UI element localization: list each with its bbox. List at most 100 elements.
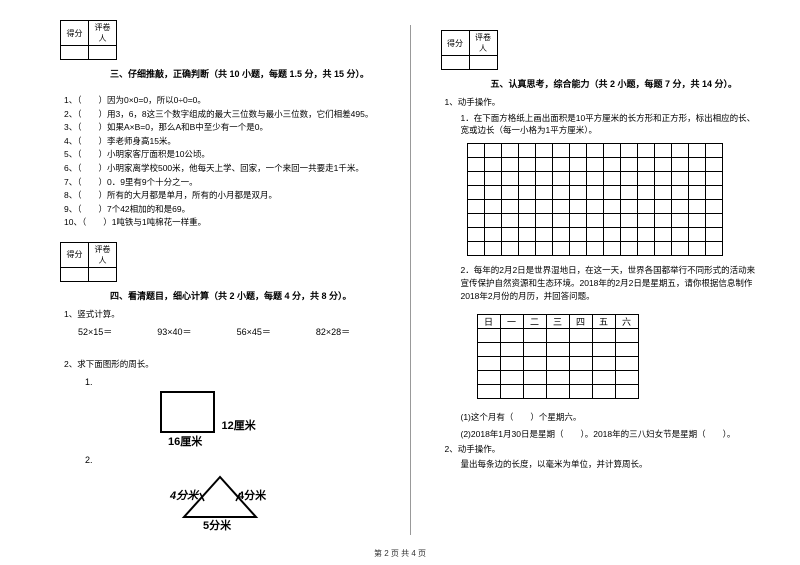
grid-cell	[552, 186, 569, 200]
grid-cell	[603, 158, 620, 172]
calendar-grid: 日一二三四五六	[477, 314, 639, 399]
arith-2: 93×40＝	[157, 325, 191, 338]
grid-cell	[535, 144, 552, 158]
calendar-cell	[477, 371, 500, 385]
grid-cell	[484, 200, 501, 214]
calendar-cell	[615, 343, 638, 357]
s3-item-4: 4、（ ）李老师身高15米。	[60, 135, 380, 149]
s3-item-5: 5、（ ）小明家客厅面积是10公顷。	[60, 148, 380, 162]
calendar-header-cell: 二	[523, 315, 546, 329]
grid-cell	[467, 186, 484, 200]
s4-sub2: 2.	[60, 455, 380, 465]
grader-label: 评卷人	[469, 31, 497, 56]
grid-cell	[586, 186, 603, 200]
grid-cell	[637, 242, 654, 256]
calendar-cell	[500, 343, 523, 357]
grid-cell	[518, 186, 535, 200]
grid-cell	[654, 186, 671, 200]
grader-label: 评卷人	[89, 21, 117, 46]
rectangle-figure: 12厘米 16厘米	[160, 391, 380, 449]
grid-cell	[535, 186, 552, 200]
section-5-title: 五、认真思考，综合能力（共 2 小题，每题 7 分，共 14 分）。	[441, 75, 761, 96]
grid-cell	[637, 200, 654, 214]
s3-item-6: 6、（ ）小明家离学校500米，他每天上学、回家，一个来回一共要走1千米。	[60, 162, 380, 176]
grid-cell	[467, 172, 484, 186]
grid-cell	[552, 242, 569, 256]
grid-cell	[586, 172, 603, 186]
calendar-cell	[592, 385, 615, 399]
grid-cell	[518, 172, 535, 186]
grid-cell	[654, 242, 671, 256]
grid-cell	[637, 158, 654, 172]
calendar-cell	[569, 371, 592, 385]
grid-cell	[586, 242, 603, 256]
page-footer: 第 2 页 共 4 页	[0, 548, 800, 559]
calendar-cell	[592, 329, 615, 343]
grid-cell	[654, 158, 671, 172]
s5-q1-2b: (2)2018年1月30日是星期（ ）。2018年的三八妇女节是星期（ ）。	[441, 426, 761, 443]
grid-cell	[603, 172, 620, 186]
grid-cell	[569, 228, 586, 242]
grid-cell	[552, 158, 569, 172]
grid-cell	[603, 144, 620, 158]
grid-cell	[603, 228, 620, 242]
grid-cell	[586, 144, 603, 158]
grid-cell	[569, 158, 586, 172]
s5-q1-1: 1．在下面方格纸上画出面积是10平方厘米的长方形和正方形，标出相应的长、宽或边长…	[441, 110, 761, 140]
grid-cell	[620, 214, 637, 228]
grid-cell	[501, 172, 518, 186]
calendar-cell	[569, 343, 592, 357]
calendar-cell	[615, 357, 638, 371]
calendar-cell	[592, 371, 615, 385]
grid-cell	[552, 214, 569, 228]
calendar-cell	[546, 329, 569, 343]
grid-cell	[637, 172, 654, 186]
s4-sub1: 1.	[60, 377, 380, 387]
score-label: 得分	[61, 242, 89, 267]
calendar-cell	[546, 385, 569, 399]
arith-3: 56×45＝	[237, 325, 271, 338]
grid-cell	[620, 228, 637, 242]
grid-cell	[518, 242, 535, 256]
grid-cell	[620, 158, 637, 172]
grid-cell	[484, 186, 501, 200]
grid-cell	[654, 200, 671, 214]
grid-cell	[603, 186, 620, 200]
grid-cell	[484, 228, 501, 242]
grid-cell	[603, 214, 620, 228]
grid-cell	[467, 144, 484, 158]
s5-q1-2a: (1)这个月有（ ）个星期六。	[441, 409, 761, 426]
calendar-cell	[523, 371, 546, 385]
grid-cell	[671, 214, 688, 228]
right-column: 得分评卷人 五、认真思考，综合能力（共 2 小题，每题 7 分，共 14 分）。…	[441, 20, 761, 530]
grid-cell	[603, 242, 620, 256]
s5-q1-label: 1、动手操作。	[441, 96, 761, 110]
s3-item-9: 9、（ ）7个42相加的和是69。	[60, 203, 380, 217]
grid-cell	[688, 200, 705, 214]
score-box-3: 得分评卷人	[60, 20, 117, 60]
grid-cell	[620, 144, 637, 158]
grid-paper	[467, 143, 723, 256]
grid-cell	[637, 214, 654, 228]
grid-cell	[467, 214, 484, 228]
grid-cell	[671, 172, 688, 186]
grid-cell	[467, 200, 484, 214]
grid-cell	[569, 214, 586, 228]
rect-width-label: 16厘米	[160, 433, 380, 449]
grid-cell	[654, 172, 671, 186]
grid-cell	[654, 228, 671, 242]
grid-cell	[688, 158, 705, 172]
calendar-cell	[500, 385, 523, 399]
grid-cell	[705, 144, 722, 158]
grid-cell	[671, 200, 688, 214]
grid-cell	[518, 200, 535, 214]
grid-cell	[501, 214, 518, 228]
calendar-cell	[523, 385, 546, 399]
grid-cell	[518, 214, 535, 228]
grid-cell	[501, 228, 518, 242]
grid-cell	[501, 158, 518, 172]
grid-cell	[620, 200, 637, 214]
grid-cell	[705, 200, 722, 214]
grid-cell	[535, 158, 552, 172]
calendar-cell	[477, 385, 500, 399]
